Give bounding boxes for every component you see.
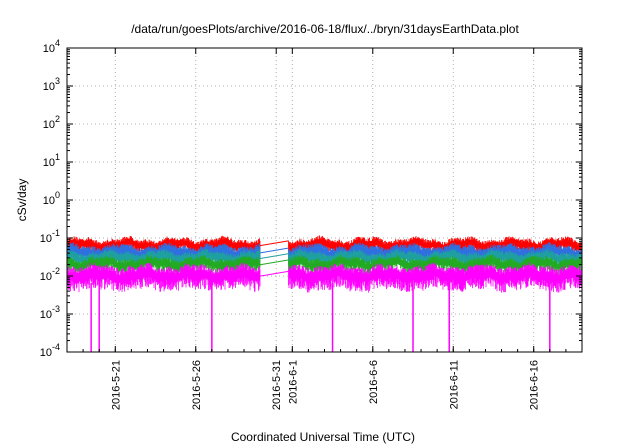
x-tick-label: 2016-5-21 bbox=[110, 360, 122, 410]
x-tick-label: 2016-6-11 bbox=[448, 360, 460, 409]
y-tick-label: 104 bbox=[43, 38, 60, 55]
gap-connector-2 bbox=[260, 253, 289, 260]
x-tick-label: 2016-6-16 bbox=[529, 360, 541, 410]
x-tick-label: 2016-6-1 bbox=[287, 360, 299, 404]
y-tick-label: 10-1 bbox=[40, 228, 60, 245]
grid bbox=[67, 47, 582, 353]
y-tick-label: 100 bbox=[43, 190, 60, 207]
x-axis-label: Coordinated Universal Time (UTC) bbox=[231, 430, 415, 444]
y-axis-label: cSv/day bbox=[15, 179, 29, 222]
y-tick-label: 102 bbox=[43, 114, 60, 131]
y-tick-label: 101 bbox=[43, 152, 60, 169]
series-3 bbox=[67, 255, 582, 276]
y-tick-label: 10-2 bbox=[40, 266, 60, 283]
y-tick-label: 10-4 bbox=[40, 342, 60, 359]
gap-connector-3 bbox=[260, 259, 289, 266]
plot-frame bbox=[66, 47, 583, 353]
plot-series bbox=[67, 235, 582, 352]
gap-connector-4 bbox=[260, 270, 289, 277]
x-axis: 2016-5-21 2016-5-26 2016-5-31 2016-6-1 2016-… bbox=[66, 48, 567, 410]
y-tick-label: 10-3 bbox=[40, 304, 60, 321]
series-4 bbox=[67, 262, 582, 293]
y-axis: 10-4 10-3 10-2 10-1 100 101 102 103 104 bbox=[40, 38, 582, 359]
gap-connector-1 bbox=[260, 247, 289, 254]
x-tick-label: 2016-6-6 bbox=[368, 360, 380, 404]
gap-connector-0 bbox=[260, 240, 289, 247]
y-tick-label: 103 bbox=[43, 76, 60, 93]
x-tick-label: 2016-5-26 bbox=[191, 360, 203, 410]
x-tick-label: 2016-5-31 bbox=[271, 360, 283, 410]
chart-title: /data/run/goesPlots/archive/2016-06-18/f… bbox=[131, 22, 519, 36]
